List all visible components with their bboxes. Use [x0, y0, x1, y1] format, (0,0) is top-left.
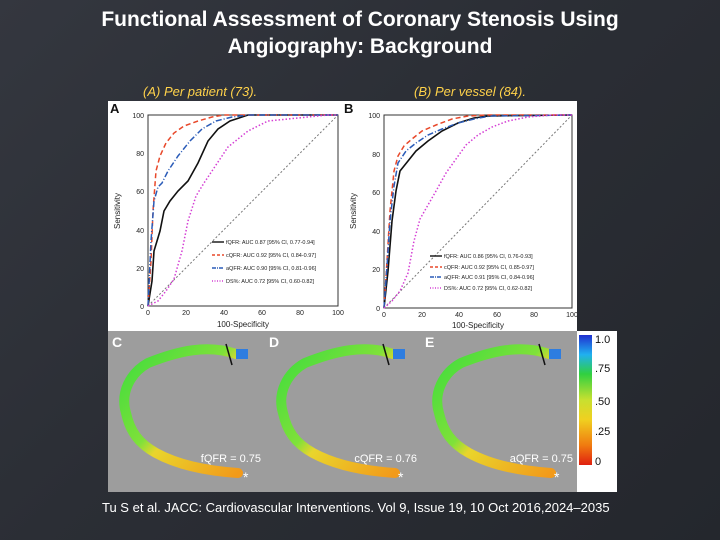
panel-a-xtick: 40 — [220, 310, 228, 317]
panel-a-reference-diagonal — [147, 114, 339, 307]
panel-d-marker-line — [382, 343, 390, 366]
slide-title: Functional Assessment of Coronary Stenos… — [0, 6, 720, 60]
panel-d-value-label: cQFR = 0.76 — [354, 453, 417, 465]
panel-a-ytick: 60 — [136, 189, 144, 196]
panel-a-ytick: 80 — [136, 151, 144, 158]
colorbar: 1.0 .75 .50 .25 0 — [577, 331, 617, 492]
panel-b-ytick: 20 — [372, 267, 380, 274]
panel-e-vessel — [432, 344, 556, 478]
panel-b-curve-fqfr — [383, 114, 573, 309]
panel-a-xtick: 0 — [146, 310, 150, 317]
panel-d: D cQFR = 0.76 * — [265, 331, 421, 492]
panel-e-marker-line — [538, 343, 546, 366]
panel-a-xtick: 100 — [332, 310, 344, 317]
panel-a-legend: fQFR: AUC 0.87 [95% CI, 0.77-0.94] cQFR:… — [212, 240, 317, 285]
panel-a: A Sensitivity 100-Specificity 0 20 40 60… — [110, 101, 344, 329]
figure-svg: A Sensitivity 100-Specificity 0 20 40 60… — [108, 101, 578, 492]
panel-a-xtick: 60 — [258, 310, 266, 317]
panel-a-xtick: 20 — [182, 310, 190, 317]
panel-b-xtick: 20 — [418, 312, 426, 319]
panel-a-xlabel: 100-Specificity — [217, 320, 269, 329]
panel-b-xtick: 100 — [566, 312, 577, 319]
panel-e-letter: E — [425, 334, 434, 350]
panel-b-ytick: 80 — [372, 152, 380, 159]
panel-a-ytick: 0 — [140, 304, 144, 311]
panel-b-ylabel: Sensitivity — [349, 193, 358, 229]
panel-c-asterisk: * — [243, 469, 249, 485]
slide-title-line1: Functional Assessment of Coronary Stenos… — [101, 8, 619, 31]
colorbar-label: .50 — [595, 396, 610, 408]
panel-b-plot-frame — [383, 114, 573, 309]
panel-b-legend-ds: DS%: AUC 0.72 [95% CI, 0.62-0.82] — [444, 286, 533, 292]
caption-per-vessel: (B) Per vessel (84). — [414, 84, 526, 99]
panel-a-curve-fqfr — [147, 114, 338, 307]
panel-b-curve-ds — [383, 114, 572, 309]
colorbar-label: 1.0 — [595, 334, 610, 346]
panel-a-xtick: 80 — [296, 310, 304, 317]
panel-b-legend: fQFR: AUC 0.86 [95% CI, 0.76-0.93] cQFR:… — [430, 254, 535, 292]
panel-b: B Sensitivity 100-Specificity 0 20 40 60… — [344, 101, 578, 330]
panel-b-ytick: 0 — [376, 306, 380, 313]
panel-b-curve-aqfr — [383, 114, 573, 309]
panel-a-legend-aqfr: aQFR: AUC 0.90 [95% CI, 0.81-0.96] — [226, 266, 317, 272]
panel-d-asterisk: * — [398, 469, 404, 485]
citation-author: Tu S et al. — [102, 500, 161, 515]
panel-a-curve-ds — [147, 114, 338, 307]
panel-a-legend-cqfr: cQFR: AUC 0.92 [95% CI, 0.84-0.97] — [226, 253, 316, 259]
panel-b-ytick: 40 — [372, 229, 380, 236]
panel-a-legend-fqfr: fQFR: AUC 0.87 [95% CI, 0.77-0.94] — [226, 240, 315, 246]
panel-e-value-label: aQFR = 0.75 — [510, 453, 573, 465]
panel-d-letter: D — [269, 334, 279, 350]
panel-b-background — [344, 101, 577, 331]
colorbar-gradient — [579, 335, 592, 465]
panel-c-vessel — [119, 344, 243, 478]
panel-a-legend-ds: DS%: AUC 0.72 [95% CI, 0.60-0.82] — [226, 279, 315, 285]
panel-b-ytick: 100 — [368, 113, 380, 120]
citation: Tu S et al. JACC: Cardiovascular Interve… — [102, 500, 720, 515]
panel-a-ytick: 20 — [136, 266, 144, 273]
panel-e: E aQFR = 0.75 * — [421, 331, 577, 492]
panel-a-ylabel: Sensitivity — [113, 193, 122, 229]
panel-b-legend-aqfr: aQFR: AUC 0.91 [95% CI, 0.84-0.96] — [444, 275, 535, 281]
panel-e-vessel-end — [549, 349, 561, 359]
panel-b-xtick: 40 — [455, 312, 463, 319]
citation-journal: JACC: Cardiovascular Interventions. Vol … — [164, 500, 610, 515]
panel-a-ytick: 100 — [132, 113, 144, 120]
panel-b-ytick: 60 — [372, 190, 380, 197]
panel-a-letter: A — [110, 101, 120, 116]
panel-a-ytick: 40 — [136, 228, 144, 235]
panel-a-background — [108, 101, 344, 331]
panel-c-value-label: fQFR = 0.75 — [201, 453, 261, 465]
panel-c: C fQFR = 0.75 * — [108, 331, 265, 492]
slide-title-line2: Angiography: Background — [227, 35, 493, 58]
panel-b-xtick: 80 — [530, 312, 538, 319]
panel-b-xlabel: 100-Specificity — [452, 321, 504, 330]
colorbar-label: .25 — [595, 426, 610, 438]
colorbar-label: .75 — [595, 363, 610, 375]
panel-b-xtick: 0 — [382, 312, 386, 319]
panel-c-vessel-end — [236, 349, 248, 359]
panel-b-curve-cqfr — [383, 114, 572, 309]
colorbar-svg: 1.0 .75 .50 .25 0 — [579, 334, 610, 468]
panel-b-legend-fqfr: fQFR: AUC 0.86 [95% CI, 0.76-0.93] — [444, 254, 533, 260]
panel-e-asterisk: * — [554, 469, 560, 485]
panel-a-curve-cqfr — [147, 114, 338, 307]
panel-d-vessel — [276, 344, 400, 478]
caption-per-patient: (A) Per patient (73). — [143, 84, 258, 99]
panel-c-marker-line — [225, 343, 233, 366]
roc-and-angiography-figure: A Sensitivity 100-Specificity 0 20 40 60… — [108, 101, 578, 492]
panel-a-curve-aqfr — [147, 114, 338, 307]
panel-b-xtick: 60 — [493, 312, 501, 319]
panel-b-legend-cqfr: cQFR: AUC 0.92 [95% CI, 0.85-0.97] — [444, 265, 534, 271]
panel-b-reference-diagonal — [383, 114, 573, 309]
colorbar-label: 0 — [595, 456, 601, 468]
panel-d-vessel-end — [393, 349, 405, 359]
panel-b-letter: B — [344, 101, 353, 116]
panel-c-letter: C — [112, 334, 122, 350]
